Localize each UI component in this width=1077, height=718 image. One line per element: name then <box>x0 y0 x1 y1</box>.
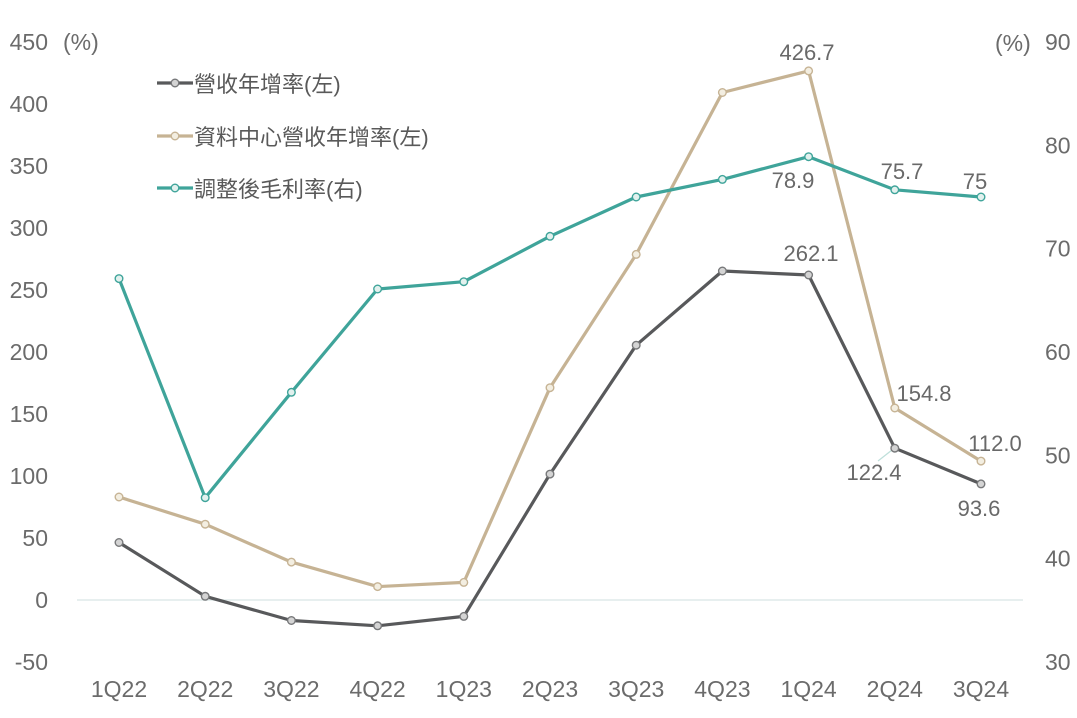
data-label: 78.9 <box>772 168 815 193</box>
data-point-marker <box>890 185 900 195</box>
data-point-marker <box>545 469 555 479</box>
series-line-2 <box>117 155 983 500</box>
legend-item-datacenter-yoy: 資料中心營收年增率(左) <box>157 120 429 152</box>
data-point-marker <box>976 456 986 466</box>
left-axis-tick-label: 450 <box>10 29 48 55</box>
data-point-marker <box>286 616 296 626</box>
x-axis-tick-label: 4Q23 <box>694 676 750 702</box>
legend-item-gross-margin: 調整後毛利率(右) <box>157 172 363 204</box>
legend-marker-datacenter-yoy-icon <box>157 131 193 141</box>
left-axis-tick-label: 300 <box>10 215 48 241</box>
data-point-marker <box>890 403 900 413</box>
data-point-marker <box>545 231 555 241</box>
left-axis-tick-label: 200 <box>10 339 48 365</box>
data-point-marker <box>717 266 727 276</box>
data-point-marker <box>717 174 727 184</box>
data-point-marker <box>373 621 383 631</box>
right-axis-tick-label: 90 <box>1045 29 1071 55</box>
left-axis-unit-label: (%) <box>63 29 99 55</box>
legend-label-revenue-yoy: 營收年增率(左) <box>194 72 341 97</box>
data-point-marker <box>631 192 641 202</box>
x-axis-tick-label: 2Q22 <box>177 676 233 702</box>
data-label: 93.6 <box>958 496 1001 521</box>
left-axis-tick-label: 150 <box>10 401 48 427</box>
data-point-marker <box>631 249 641 259</box>
right-axis-tick-label: 70 <box>1045 236 1071 262</box>
data-label: 262.1 <box>783 241 838 266</box>
x-axis-tick-label: 2Q23 <box>522 676 578 702</box>
right-axis-unit-label: (%) <box>995 30 1031 56</box>
x-axis-tick-label: 1Q24 <box>780 676 836 702</box>
data-label: 75 <box>963 169 987 194</box>
legend-label-datacenter-yoy: 資料中心營收年增率(左) <box>194 125 429 150</box>
x-axis-tick-label: 1Q22 <box>91 676 147 702</box>
left-axis-tick-label: 400 <box>10 91 48 117</box>
data-point-marker <box>114 274 124 284</box>
data-point-marker <box>114 538 124 548</box>
data-point-marker <box>459 277 469 287</box>
legend-item-revenue-yoy: 營收年增率(左) <box>157 67 341 99</box>
data-point-marker <box>631 340 641 350</box>
data-point-marker <box>114 492 124 502</box>
x-axis-tick-label: 2Q24 <box>867 676 923 702</box>
data-label: 75.7 <box>881 159 924 184</box>
data-point-marker <box>286 387 296 397</box>
data-point-marker <box>804 66 814 76</box>
legend-marker-gross-margin-icon <box>157 183 193 193</box>
left-axis-tick-label: 100 <box>10 463 48 489</box>
x-axis-tick-label: 3Q24 <box>953 676 1009 702</box>
x-axis-tick-label: 4Q22 <box>349 676 405 702</box>
data-label-leader-line <box>877 449 893 462</box>
right-axis-tick-label: 60 <box>1045 339 1071 365</box>
left-axis-tick-label: 250 <box>10 277 48 303</box>
legend-label-gross-margin: 調整後毛利率(右) <box>194 177 363 202</box>
data-point-marker <box>200 519 210 529</box>
data-point-marker <box>976 192 986 202</box>
left-axis-tick-label: 350 <box>10 153 48 179</box>
left-axis-tick-label: -50 <box>15 649 48 675</box>
data-point-marker <box>890 443 900 453</box>
data-point-marker <box>200 591 210 601</box>
data-label: 122.4 <box>846 460 901 485</box>
data-point-marker <box>373 284 383 294</box>
data-label: 112.0 <box>968 431 1021 456</box>
left-axis-tick-label: 50 <box>22 525 48 551</box>
data-point-marker <box>804 152 814 162</box>
data-point-marker <box>200 493 210 503</box>
x-axis-tick-label: 1Q23 <box>436 676 492 702</box>
data-point-marker <box>804 270 814 280</box>
data-point-marker <box>459 577 469 587</box>
series-line-0 <box>117 269 983 628</box>
right-axis-tick-label: 80 <box>1045 132 1071 158</box>
x-axis-tick-label: 3Q22 <box>263 676 319 702</box>
data-point-marker <box>976 479 986 489</box>
data-point-marker <box>286 557 296 567</box>
data-point-marker <box>717 87 727 97</box>
x-axis-tick-label: 3Q23 <box>608 676 664 702</box>
data-point-marker <box>459 611 469 621</box>
data-point-marker <box>373 582 383 592</box>
data-label: 426.7 <box>779 40 834 65</box>
right-axis-tick-label: 50 <box>1045 442 1071 468</box>
left-axis-tick-label: 0 <box>35 587 48 613</box>
right-axis-tick-label: 40 <box>1045 546 1071 572</box>
data-label: 154.8 <box>896 381 951 406</box>
data-point-marker <box>545 383 555 393</box>
legend-marker-revenue-yoy-icon <box>157 78 193 88</box>
right-axis-tick-label: 30 <box>1045 649 1071 675</box>
